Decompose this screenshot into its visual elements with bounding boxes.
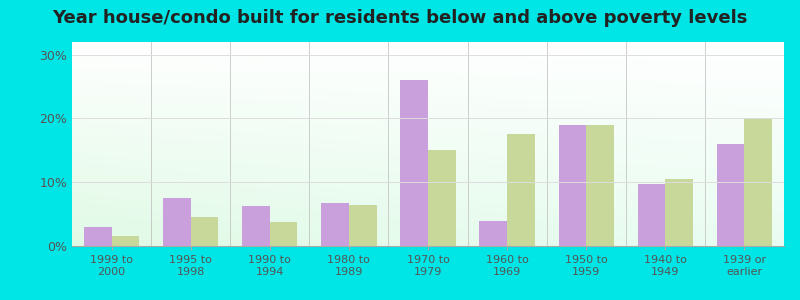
Bar [586, 125, 614, 246]
Bar [745, 118, 772, 246]
Bar [638, 184, 666, 246]
Bar [84, 227, 111, 246]
Bar [190, 217, 218, 246]
Bar [400, 80, 428, 246]
Bar [163, 198, 190, 246]
Bar [270, 222, 298, 246]
Bar [479, 220, 507, 246]
Bar [242, 206, 270, 246]
Bar [428, 150, 456, 246]
Text: Year house/condo built for residents below and above poverty levels: Year house/condo built for residents bel… [52, 9, 748, 27]
Bar [321, 203, 349, 246]
Bar [717, 144, 745, 246]
Bar [666, 179, 693, 246]
Bar [111, 236, 139, 246]
Bar [349, 205, 377, 246]
Bar [507, 134, 534, 246]
Bar [558, 125, 586, 246]
